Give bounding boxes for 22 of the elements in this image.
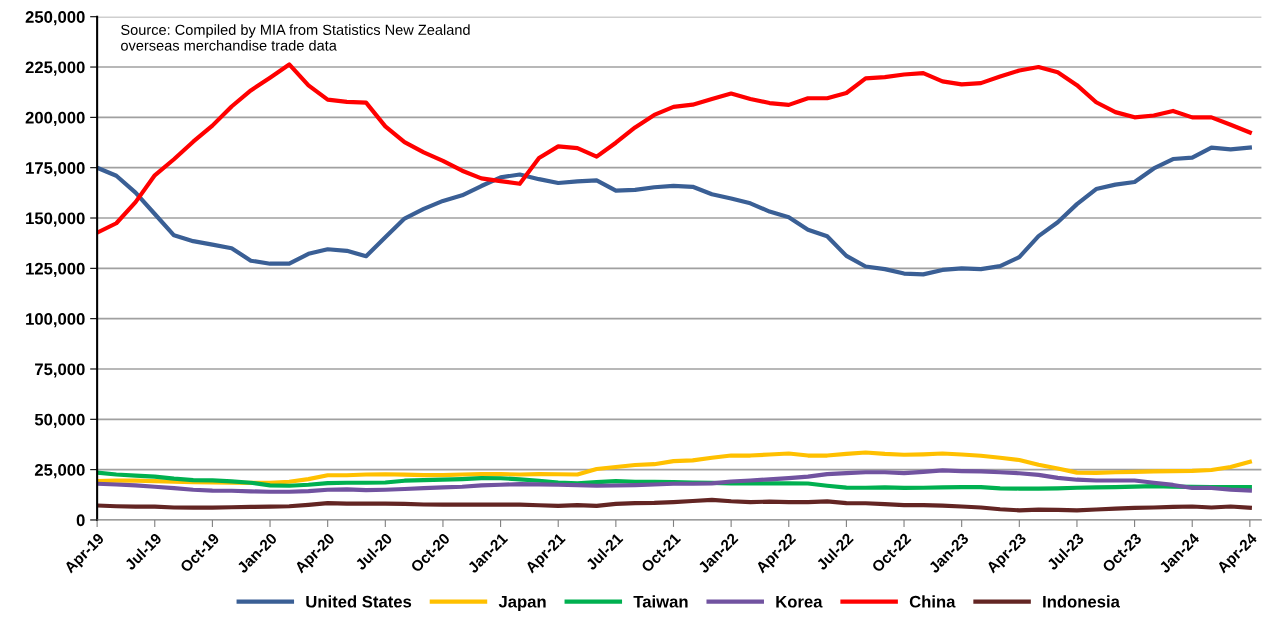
line-series	[97, 497, 1252, 513]
legend-label: Indonesia	[1043, 595, 1120, 608]
y-tick-label: 250,000	[25, 11, 85, 26]
y-tick-label: 75,000	[35, 363, 85, 378]
annotation: Source: Compiled by MIA from Statistics New Zealand overseas merchandise trade data	[121, 24, 470, 51]
line-series	[97, 62, 1252, 235]
legend-label: Japan	[498, 595, 546, 611]
y-tick-label: 100,000	[26, 313, 85, 328]
y-tick-label: 0	[76, 514, 85, 527]
line-series	[97, 145, 1252, 277]
legend-label: United States	[306, 595, 412, 608]
y-tick-label: 200,000	[25, 111, 85, 126]
line-series	[97, 450, 1252, 486]
legend-label: China	[909, 595, 956, 608]
y-tick-label: 225,000	[25, 61, 85, 76]
legend-label: Korea	[776, 595, 823, 608]
y-tick-label: 175,000	[26, 162, 85, 177]
y-tick-label: 25,000	[34, 464, 85, 479]
y-tick-label: 125,000	[26, 262, 85, 277]
y-tick-label: 150,000	[26, 212, 85, 227]
legend-label: Taiwan	[633, 595, 688, 608]
y-tick-label: 50,000	[34, 413, 85, 428]
